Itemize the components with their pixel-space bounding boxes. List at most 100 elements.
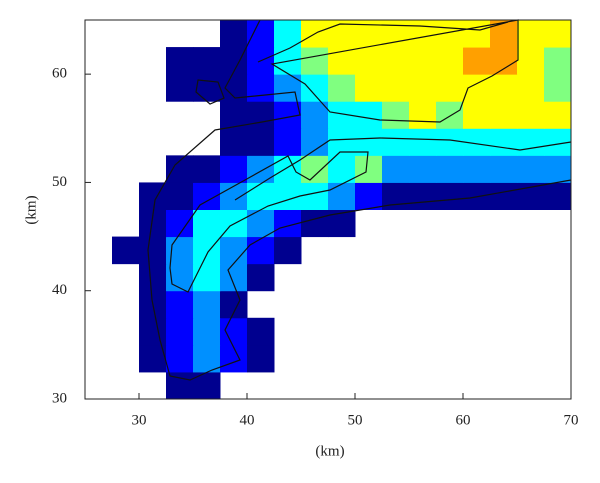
heatmap-cell <box>544 101 572 129</box>
heatmap-cell <box>193 74 221 102</box>
heatmap-cell <box>166 74 194 102</box>
heatmap-cell <box>220 20 248 48</box>
heatmap-cell <box>193 236 221 265</box>
heatmap-cell <box>247 263 275 292</box>
heatmap-cell <box>490 47 518 75</box>
heatmap-cell <box>247 155 275 183</box>
contour-line <box>195 79 225 105</box>
heatmap-cell <box>166 290 194 319</box>
heatmap-cell <box>490 74 518 102</box>
heatmap-cell <box>301 182 329 210</box>
heatmap-cell <box>301 47 329 75</box>
heatmap-cell <box>139 344 167 373</box>
heatmap-cell <box>193 317 221 346</box>
heatmap-cell <box>220 290 248 319</box>
heatmap-cell <box>274 182 302 210</box>
heatmap-cell <box>409 74 437 102</box>
heatmap-cell <box>193 209 221 238</box>
contour-line <box>234 137 572 201</box>
y-tick-label: 40 <box>52 282 67 298</box>
heatmap-cell <box>274 155 302 183</box>
heatmap-cell <box>544 182 572 210</box>
heatmap-cell <box>220 182 248 210</box>
heatmap-cell <box>139 263 167 292</box>
heatmap-cell <box>328 155 356 183</box>
heatmap-cell <box>409 47 437 75</box>
heatmap-cell <box>409 128 437 156</box>
heatmap-cell <box>193 155 221 183</box>
heatmap-cell <box>355 74 383 102</box>
heatmap-cell <box>193 290 221 319</box>
heatmap-cell <box>274 128 302 156</box>
heatmap-cell <box>220 263 248 292</box>
heatmap-cell <box>166 317 194 346</box>
heatmap-cell <box>274 236 302 265</box>
heatmap-cell <box>301 74 329 102</box>
heatmap-cell <box>436 128 464 156</box>
heatmap-cell <box>247 101 275 129</box>
heatmap-cell <box>355 155 383 183</box>
heatmap-cell <box>274 74 302 102</box>
heatmap-cell <box>166 344 194 373</box>
heatmap-cell <box>355 101 383 129</box>
heatmap-cell <box>355 47 383 75</box>
heatmap-cell <box>301 209 329 238</box>
heatmap-cell <box>436 182 464 210</box>
heatmap-cell <box>220 344 248 373</box>
heatmap-cell <box>517 74 545 102</box>
heatmap-cell <box>544 20 572 48</box>
heatmap-cell <box>274 20 302 48</box>
heatmap-cell <box>409 20 437 48</box>
heatmap-cell <box>247 128 275 156</box>
heatmap-cell <box>166 47 194 75</box>
heatmap-cell <box>166 209 194 238</box>
heatmap-cell <box>544 155 572 183</box>
heatmap-cell <box>436 74 464 102</box>
heatmap-cell <box>544 47 572 75</box>
heatmap-cell <box>139 317 167 346</box>
heatmap-cell <box>220 128 248 156</box>
axes: 30 40 50 60 70 30 40 50 60 <box>52 66 579 429</box>
heatmap-cell <box>220 317 248 346</box>
heatmap-cell <box>328 182 356 210</box>
heatmap-cell <box>409 155 437 183</box>
heatmap-cell <box>328 74 356 102</box>
heatmap-cell <box>463 47 491 75</box>
x-axis-label: (km) <box>315 443 344 459</box>
heatmap-cell <box>355 128 383 156</box>
heatmap-cell <box>382 128 410 156</box>
contour-line <box>169 151 369 293</box>
x-tick-label: 40 <box>240 412 255 428</box>
heatmap-cell <box>463 155 491 183</box>
y-tick-label: 50 <box>52 174 67 190</box>
heatmap-cell <box>247 317 275 346</box>
heatmap-cell <box>436 101 464 129</box>
heatmap-cell <box>490 182 518 210</box>
heatmap-cell <box>490 101 518 129</box>
heatmap-cell <box>517 47 545 75</box>
heatmap-cell <box>436 47 464 75</box>
x-tick-label: 70 <box>564 412 579 428</box>
x-tick-label: 50 <box>348 412 363 428</box>
heatmap-cell <box>112 236 140 265</box>
heatmap-cell <box>193 344 221 373</box>
heatmap-cell <box>355 182 383 210</box>
y-tick-label: 30 <box>52 390 67 406</box>
x-tick-label: 30 <box>132 412 147 428</box>
heatmap-cell <box>409 182 437 210</box>
heatmap-cell <box>220 101 248 129</box>
heatmap-cell <box>193 47 221 75</box>
heatmap-cell <box>463 101 491 129</box>
y-axis-label: (km) <box>23 195 39 224</box>
heatmap-cell <box>490 128 518 156</box>
heatmap-cell <box>544 74 572 102</box>
heatmap-cell <box>139 236 167 265</box>
heatmap-cell <box>517 101 545 129</box>
heatmap-cell <box>193 263 221 292</box>
heatmap-cell <box>382 101 410 129</box>
heatmap-cell <box>247 236 275 265</box>
heatmap-cell <box>382 74 410 102</box>
heatmap-cell <box>436 155 464 183</box>
heatmap-cell <box>301 128 329 156</box>
